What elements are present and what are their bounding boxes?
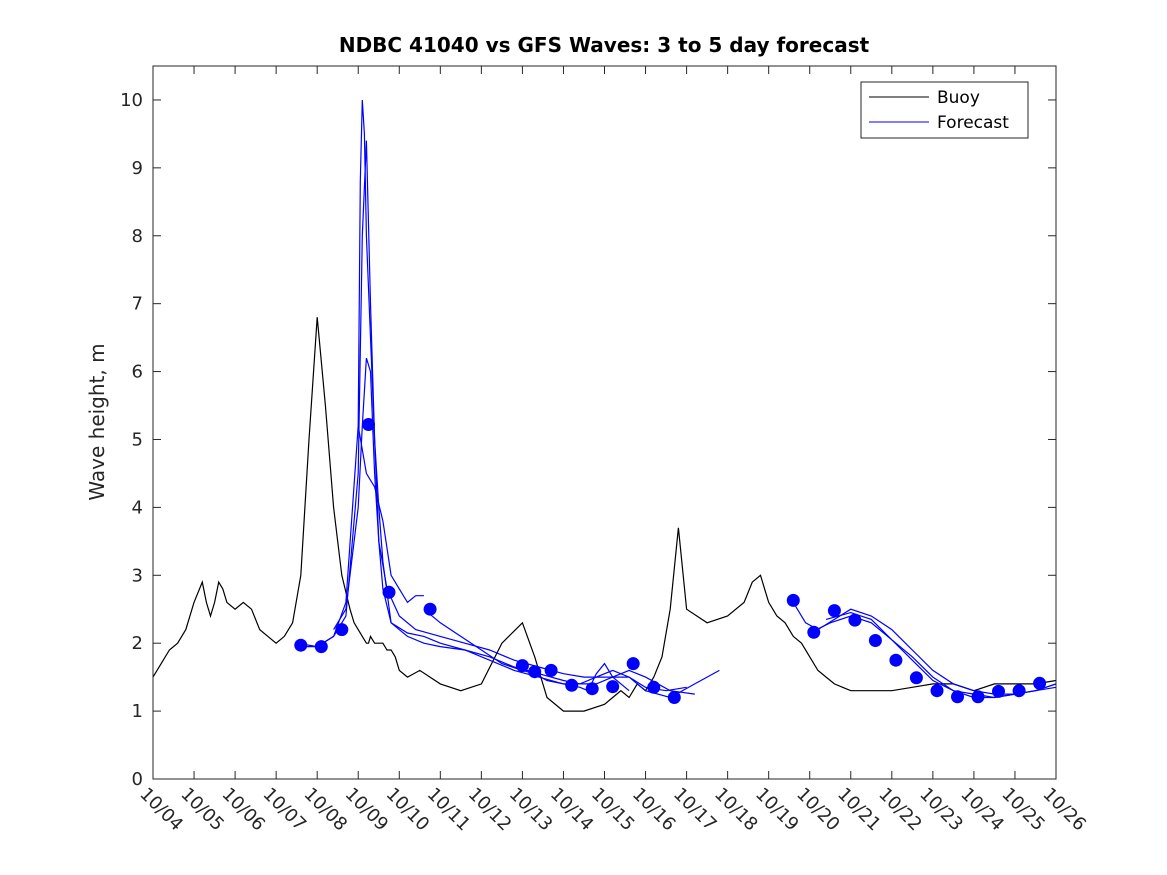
chart-title: NDBC 41040 vs GFS Waves: 3 to 5 day fore… xyxy=(339,33,870,57)
forecast-series xyxy=(296,99,1057,699)
y-tick-label: 7 xyxy=(132,294,143,315)
y-tick-label: 6 xyxy=(132,362,143,383)
y-tick-label: 5 xyxy=(132,429,143,450)
forecast-marker xyxy=(565,678,579,692)
y-tick-label: 8 xyxy=(132,226,143,247)
y-tick-label: 2 xyxy=(132,633,143,654)
buoy-line xyxy=(152,317,1057,712)
x-tick-label: 10/05 xyxy=(177,784,229,836)
y-tick-label: 9 xyxy=(132,158,143,179)
x-tick-label: 10/10 xyxy=(382,784,434,836)
forecast-marker xyxy=(423,602,437,616)
forecast-marker xyxy=(889,653,903,667)
x-tick-label: 10/19 xyxy=(751,784,803,836)
x-tick-label: 10/04 xyxy=(135,784,187,836)
forecast-marker xyxy=(314,640,328,654)
forecast-marker xyxy=(544,663,558,677)
x-tick-label: 10/26 xyxy=(1038,784,1090,836)
forecast-marker xyxy=(807,625,821,639)
forecast-marker xyxy=(827,604,841,618)
forecast-marker xyxy=(868,634,882,647)
y-tick-label: 10 xyxy=(120,90,143,111)
forecast-line-4 xyxy=(357,425,424,604)
forecast-marker xyxy=(848,613,862,627)
x-tick-label: 10/23 xyxy=(915,784,967,836)
forecast-marker xyxy=(335,623,349,637)
forecast-marker xyxy=(606,680,620,694)
forecast-marker xyxy=(951,690,964,704)
y-tick-label: 1 xyxy=(132,701,143,722)
forecast-marker xyxy=(909,671,923,685)
x-tick-label: 10/12 xyxy=(464,784,516,836)
forecast-markers xyxy=(294,418,1047,704)
forecast-line-1 xyxy=(296,99,630,692)
x-tick-label: 10/15 xyxy=(587,784,639,836)
y-axis-label: Wave height, m xyxy=(85,343,109,500)
x-tick-label: 10/25 xyxy=(997,784,1049,836)
buoy-series xyxy=(152,317,1057,712)
legend: Buoy Forecast xyxy=(860,81,1029,139)
legend-box xyxy=(860,81,1029,139)
forecast-marker xyxy=(515,659,529,673)
x-tick-label: 10/06 xyxy=(218,784,270,836)
forecast-marker xyxy=(667,691,681,704)
x-tick-label: 10/13 xyxy=(505,784,557,836)
forecast-marker xyxy=(647,680,661,694)
x-tick-label: 10/22 xyxy=(874,784,926,836)
x-tick-label: 10/17 xyxy=(669,784,721,836)
x-tick-label: 10/09 xyxy=(341,784,393,836)
forecast-marker xyxy=(1012,684,1026,698)
legend-forecast-label: Forecast xyxy=(937,113,1009,133)
forecast-line-2 xyxy=(296,140,695,695)
x-tick-label: 10/21 xyxy=(833,784,885,836)
forecast-marker xyxy=(585,682,599,696)
x-tick-label: 10/18 xyxy=(710,784,762,836)
forecast-marker xyxy=(528,665,542,679)
forecast-marker xyxy=(382,585,396,599)
y-tick-label: 0 xyxy=(132,769,143,790)
forecast-marker xyxy=(971,690,985,704)
y-tick-label: 3 xyxy=(132,565,143,586)
x-tick-label: 10/14 xyxy=(546,784,598,836)
plot-background xyxy=(153,66,1056,779)
x-tick-label: 10/20 xyxy=(792,784,844,836)
forecast-marker xyxy=(930,684,944,698)
forecast-marker xyxy=(362,418,375,431)
x-tick-label: 10/07 xyxy=(259,784,311,836)
legend-buoy-label: Buoy xyxy=(937,88,980,108)
forecast-marker xyxy=(294,638,308,652)
forecast-marker xyxy=(992,684,1005,698)
forecast-marker xyxy=(626,657,640,671)
y-axis: 0 1 2 3 4 5 6 7 8 9 10 xyxy=(120,90,1056,790)
x-tick-label: 10/08 xyxy=(300,784,352,836)
y-tick-label: 4 xyxy=(132,497,143,518)
forecast-line-5 xyxy=(423,608,687,692)
x-tick-label: 10/16 xyxy=(628,784,680,836)
x-tick-label: 10/11 xyxy=(423,784,475,836)
forecast-marker xyxy=(1033,676,1047,690)
forecast-marker xyxy=(786,593,800,607)
x-tick-label: 10/24 xyxy=(956,784,1008,836)
